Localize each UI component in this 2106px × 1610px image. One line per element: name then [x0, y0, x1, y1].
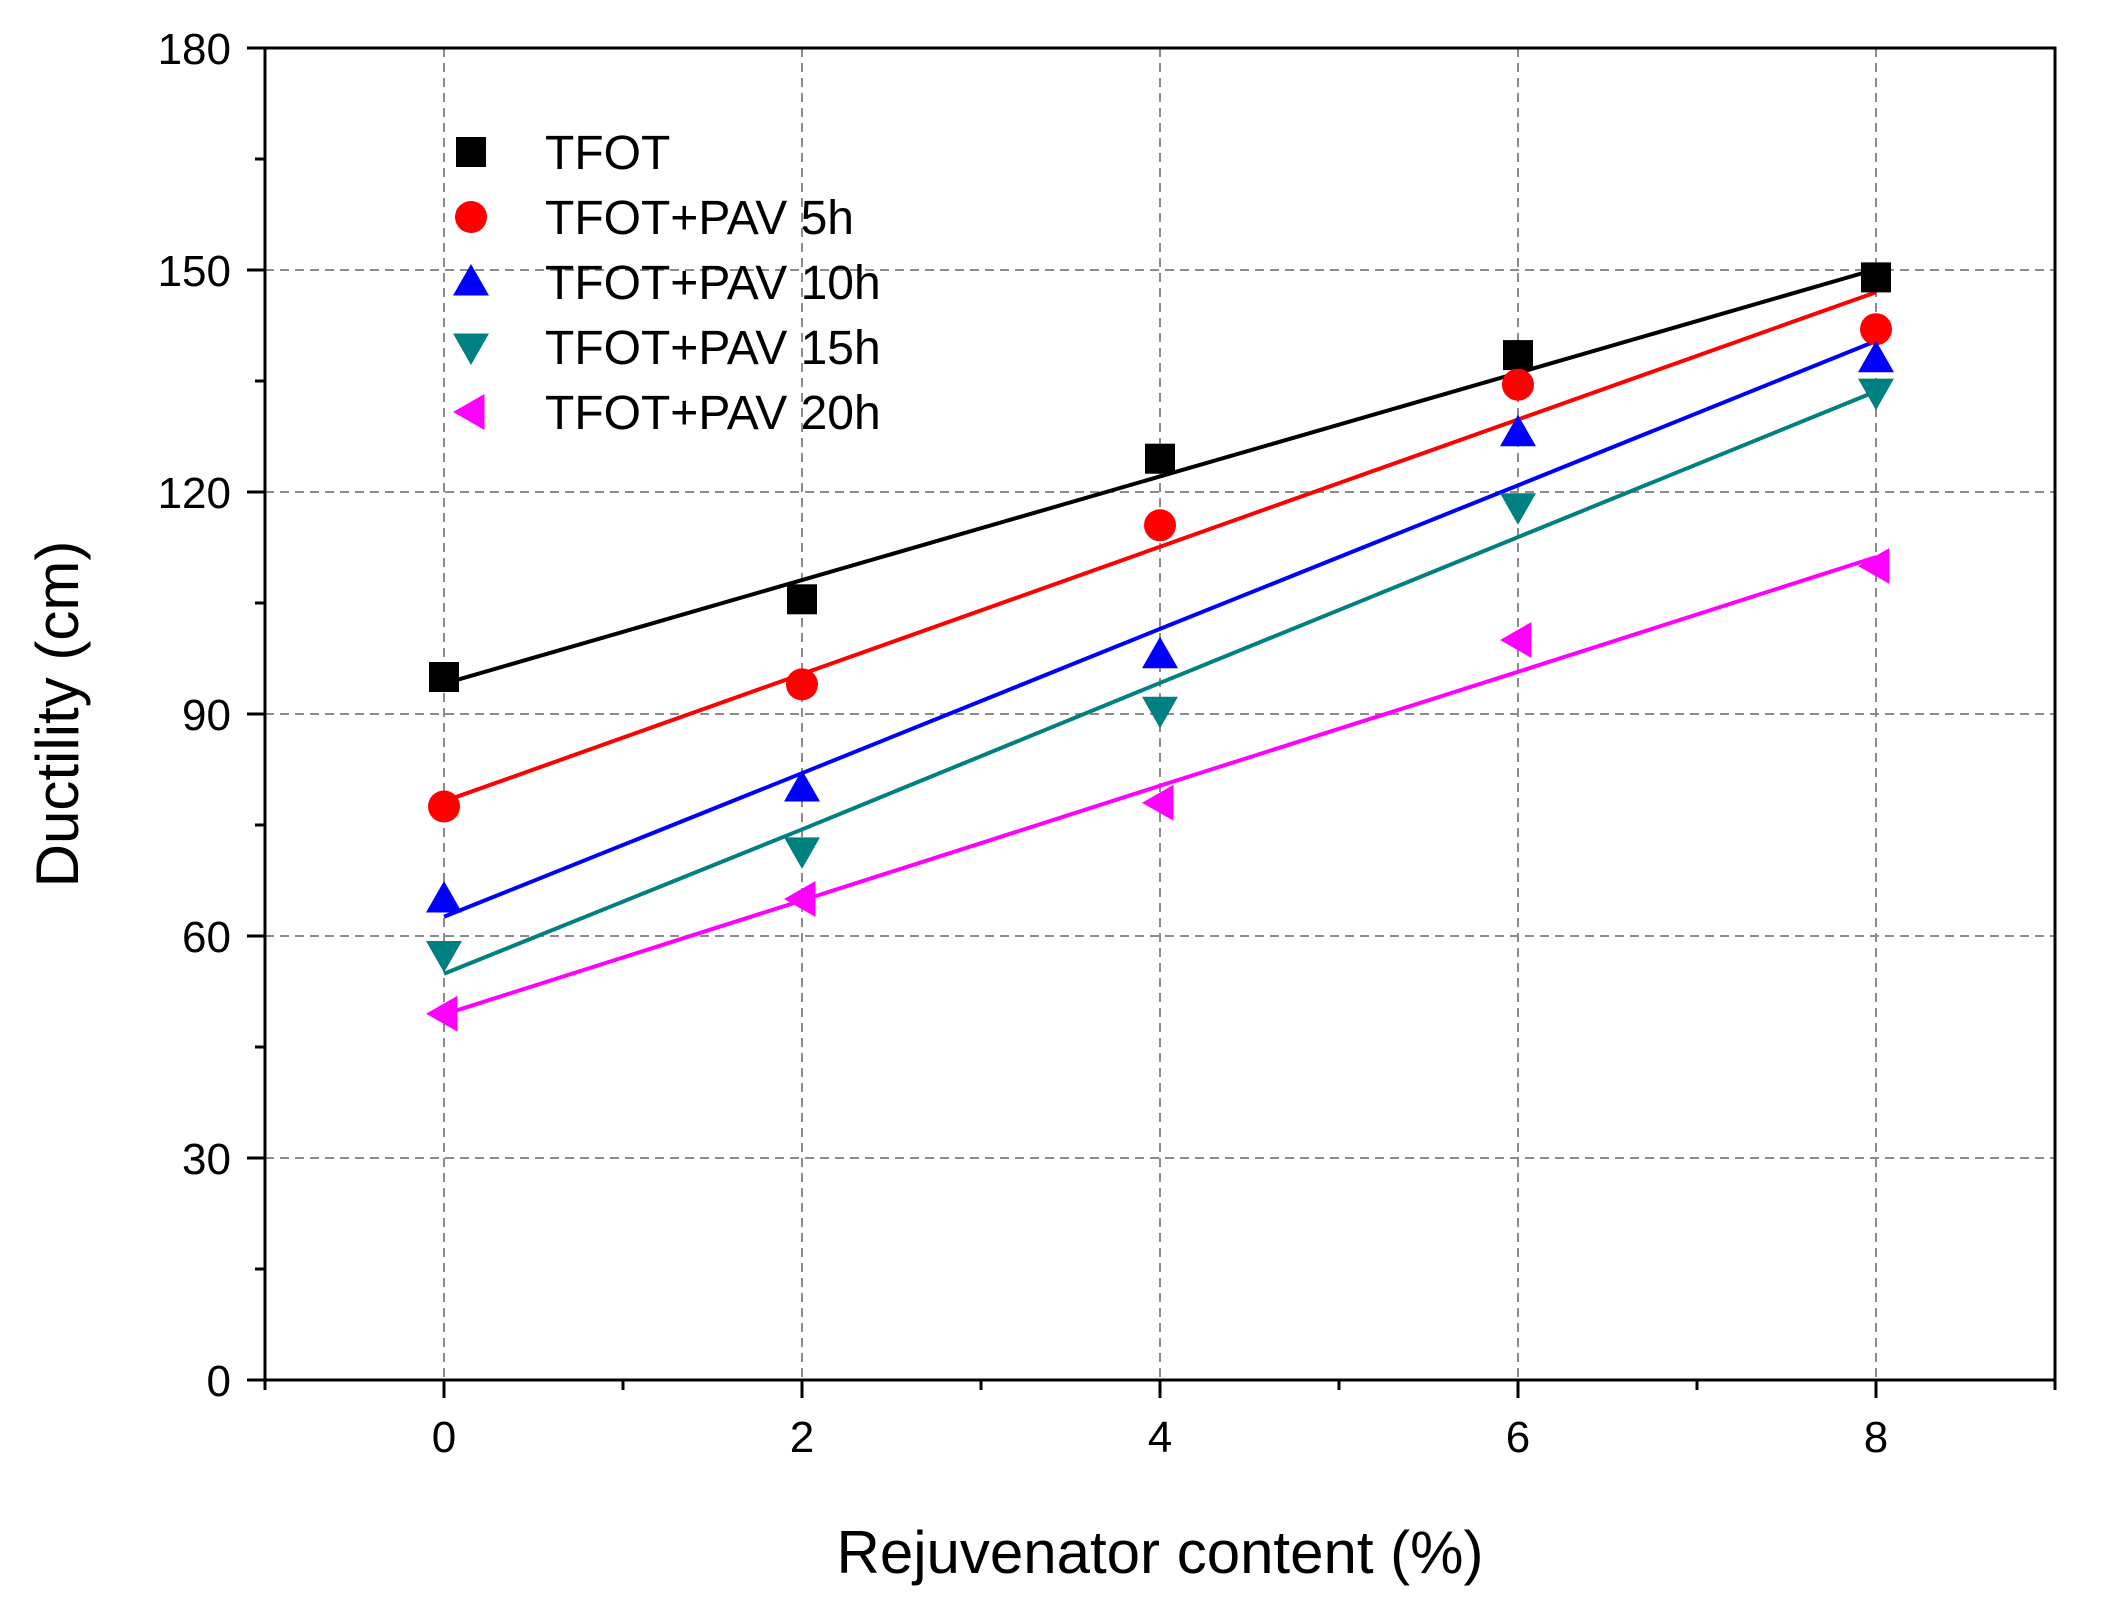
data-point-tfot-pav-15h — [784, 837, 820, 869]
data-point-tfot-pav-5h — [428, 790, 460, 823]
x-axis-title: Rejuvenator content (%) — [837, 1519, 1484, 1586]
x-tick-label: 4 — [1148, 1413, 1172, 1462]
data-point-tfot-pav-10h — [1500, 414, 1536, 447]
legend-label-tfot-pav-15h: TFOT+PAV 15h — [545, 322, 881, 375]
y-tick-label: 30 — [182, 1135, 231, 1184]
legend-marker-tfot — [456, 137, 486, 167]
fit-line-tfot-pav-20h — [443, 555, 1877, 1017]
data-point-tfot-pav-5h — [1144, 509, 1176, 542]
data-point-tfot — [429, 662, 459, 692]
data-point-tfot-pav-20h — [1858, 548, 1890, 584]
x-tick-label: 8 — [1864, 1413, 1888, 1462]
legend-marker-tfot-pav-15h — [453, 333, 489, 365]
legend-label-tfot-pav-5h: TFOT+PAV 5h — [545, 192, 854, 245]
y-tick-label: 180 — [158, 25, 231, 74]
data-point-tfot — [1861, 262, 1891, 293]
data-point-tfot-pav-15h — [1142, 696, 1178, 729]
data-point-tfot-pav-5h — [1502, 368, 1534, 401]
x-tick-label: 0 — [432, 1413, 456, 1462]
legend-label-tfot-pav-10h: TFOT+PAV 10h — [545, 257, 881, 310]
y-tick-label: 150 — [158, 247, 231, 296]
fit-line-tfot-pav-5h — [443, 290, 1877, 804]
data-point-tfot — [1145, 443, 1175, 474]
fit-line-tfot-pav-15h — [443, 389, 1877, 976]
data-point-tfot-pav-20h — [784, 881, 816, 917]
y-tick-label: 60 — [182, 913, 231, 962]
data-point-tfot-pav-15h — [1500, 493, 1536, 525]
legend-marker-tfot-pav-5h — [455, 201, 487, 233]
data-point-tfot — [787, 584, 817, 615]
data-point-tfot-pav-20h — [1500, 622, 1532, 658]
grid-layer — [265, 48, 2055, 1380]
data-point-tfot-pav-15h — [426, 941, 462, 973]
data-point-tfot-pav-20h — [1142, 784, 1174, 821]
y-axis-title: Ductility (cm) — [24, 541, 91, 888]
fit-lines — [443, 267, 1877, 1017]
legend-marker-tfot-pav-10h — [453, 264, 489, 296]
y-tick-label: 120 — [158, 469, 231, 518]
y-tick-label: 0 — [207, 1357, 231, 1406]
y-tick-label: 90 — [182, 691, 231, 740]
data-point-tfot-pav-10h — [784, 770, 820, 802]
data-point-tfot-pav-15h — [1858, 378, 1894, 411]
fit-line-tfot — [443, 267, 1877, 686]
data-point-tfot-pav-10h — [1858, 340, 1894, 373]
data-point-tfot — [1503, 340, 1533, 371]
data-point-tfot-pav-20h — [426, 995, 458, 1032]
legend: TFOT TFOT+PAV 5h TFOT+PAV 10h TFOT+PAV 15h T… — [453, 127, 881, 440]
fit-line-tfot-pav-10h — [443, 339, 1877, 919]
x-tick-label: 2 — [790, 1413, 814, 1462]
data-point-tfot-pav-5h — [786, 668, 818, 701]
data-points — [426, 262, 1894, 1032]
legend-label-tfot-pav-20h: TFOT+PAV 20h — [545, 387, 881, 440]
x-tick-label: 6 — [1506, 1413, 1530, 1462]
legend-label-tfot: TFOT — [545, 127, 670, 180]
data-point-tfot-pav-10h — [1142, 636, 1178, 669]
axes: 0 2 4 6 8 0 30 60 90 120 150 180 — [158, 25, 2057, 1462]
legend-marker-tfot-pav-20h — [453, 394, 485, 430]
data-point-tfot-pav-5h — [1860, 313, 1892, 346]
data-point-tfot-pav-10h — [426, 881, 462, 913]
